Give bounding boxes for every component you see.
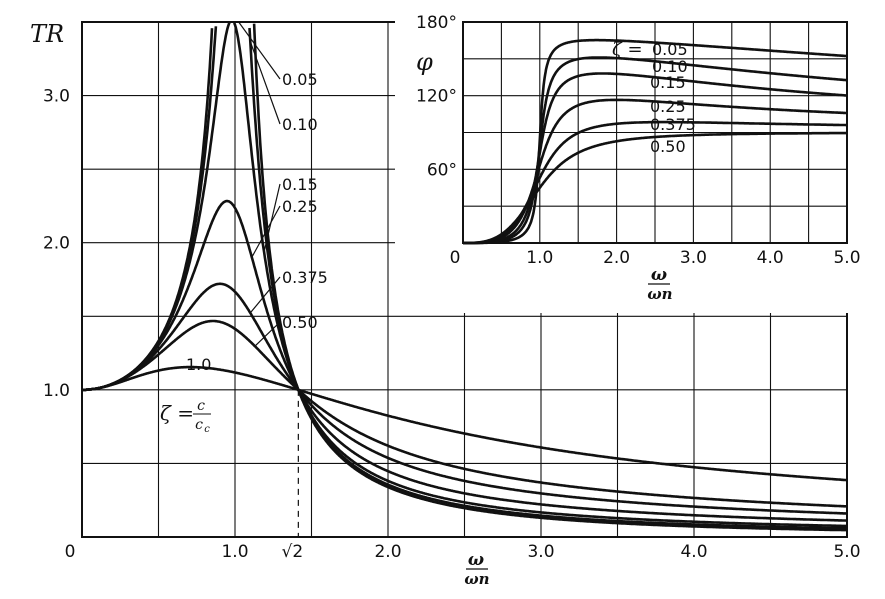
inset-y-tick-label: 180° (416, 13, 457, 33)
main-x-tick-label: 2.0 (374, 542, 401, 562)
svg-text:ωn: ωn (647, 285, 672, 303)
inset-y-tick-label: 60° (427, 160, 457, 180)
phase-curve-zeta-0.50 (462, 131, 848, 245)
main-chart-tick-labels: 0 1.0 2.0 3.0 4.0 5.0 1.0 2.0 3.0 √2 (43, 87, 861, 562)
svg-text:ω: ω (651, 265, 667, 285)
inset-x-tick-label: 2.0 (603, 248, 630, 268)
zeta-definition-formula: ζ = c c c (160, 398, 211, 435)
inset-x-tick-label: 0 (450, 248, 461, 268)
tr-curve-leader (249, 41, 281, 125)
tr-curve-leader (238, 21, 281, 80)
tr-curve-leader (254, 321, 281, 347)
tr-curve-zeta-0.50 (81, 319, 848, 508)
svg-text:ω: ω (468, 550, 484, 570)
inset-x-tick-label: 1.0 (526, 248, 553, 268)
svg-text:ζ =: ζ = (612, 39, 643, 60)
tr-curve-zeta-1.0 (81, 365, 848, 482)
svg-text:ωn: ωn (464, 570, 489, 588)
inset-chart-tick-labels: 0 1.0 2.0 3.0 4.0 5.0 60° 120° 180° (416, 13, 860, 268)
main-y-tick-label: 2.0 (43, 234, 70, 254)
phase-curve-label-0.50: 0.50 (650, 137, 686, 156)
main-x-tick-label: 1.0 (221, 542, 248, 562)
inset-x-tick-label: 4.0 (757, 248, 784, 268)
svg-text:c: c (197, 398, 205, 414)
phase-curve-zeta-0.05 (462, 38, 848, 245)
main-chart-curve-labels: 0.05 0.10 0.15 0.25 0.375 0.50 1.0 (186, 21, 328, 374)
inset-chart-curve-labels: 0.050.100.15 0.250.375 0.50 (650, 40, 696, 156)
svg-text:c: c (195, 417, 203, 433)
phase-curve-zeta-0.15 (462, 72, 848, 245)
inset-legend-prefix: ζ = (612, 39, 643, 60)
phase-curve-label-0.15: 0.15 (650, 73, 686, 92)
tr-curve-leader (263, 183, 281, 253)
tr-curve-label-0.25: 0.25 (282, 197, 318, 216)
inset-x-tick-label: 5.0 (833, 248, 860, 268)
main-chart-curves (81, 21, 848, 532)
phase-curve-label-0.05: 0.05 (652, 40, 688, 59)
phase-curve-zeta-0.375 (462, 120, 848, 245)
tr-curve-label-0.15: 0.15 (282, 175, 318, 194)
tr-curve-label-0.05: 0.05 (282, 70, 318, 89)
inset-x-tick-label: 3.0 (680, 248, 707, 268)
tr-curve-label-1.0: 1.0 (186, 355, 211, 374)
tr-curve-leader (251, 205, 281, 258)
inset-y-tick-label: 120° (416, 87, 457, 107)
tr-curve-leader (249, 276, 281, 314)
main-x-axis-label: ω ωn (464, 550, 489, 588)
main-y-tick-label: 3.0 (43, 87, 70, 107)
main-y-axis-label: TR (30, 20, 64, 48)
svg-text:c: c (204, 424, 210, 435)
tr-curve-label-0.10: 0.10 (282, 115, 318, 134)
main-y-tick-label: 1.0 (43, 381, 70, 401)
tr-curve-label-0.375: 0.375 (282, 268, 328, 287)
tr-curve-zeta-0.375 (81, 282, 848, 515)
svg-text:ζ =: ζ = (160, 401, 194, 425)
tr-curve-label-0.50: 0.50 (282, 313, 318, 332)
inset-x-axis-label: ω ωn (647, 265, 672, 303)
phase-curve-label-0.25: 0.25 (650, 97, 686, 116)
main-x-tick-label: 4.0 (680, 542, 707, 562)
phase-curve-label-0.10: 0.10 (652, 57, 688, 76)
phase-curve-zeta-0.10 (462, 56, 848, 245)
phase-curve-label-0.375: 0.375 (650, 115, 696, 134)
inset-chart-curves (462, 38, 848, 245)
tr-curve-zeta-0.25 (81, 199, 848, 522)
sqrt2-tick-label: √2 (282, 542, 304, 562)
inset-y-axis-label: φ (416, 48, 433, 76)
main-x-tick-label: 0 (65, 542, 76, 562)
main-x-tick-label: 5.0 (833, 542, 860, 562)
main-x-tick-label: 3.0 (527, 542, 554, 562)
